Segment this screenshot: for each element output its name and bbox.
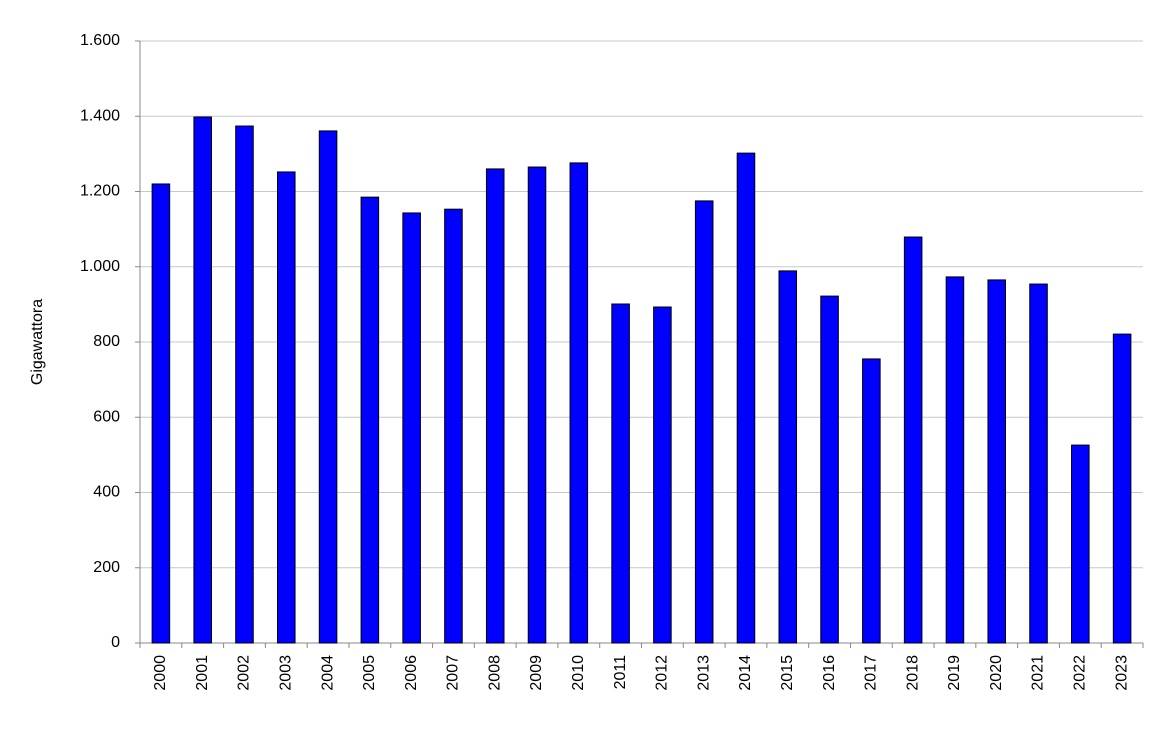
- bar: [1112, 333, 1132, 644]
- bar: [653, 306, 672, 644]
- bar: [945, 276, 965, 644]
- bar: [193, 116, 212, 644]
- x-tick-label: 2015: [779, 655, 796, 691]
- bar: [318, 130, 338, 644]
- x-tick-label: 2003: [277, 655, 294, 691]
- x-tick-label: 2014: [737, 655, 754, 691]
- y-axis-label: Gigawattora: [29, 299, 46, 385]
- x-tick-label: 2012: [654, 655, 671, 691]
- x-tick-label: 2009: [528, 655, 545, 691]
- bar: [276, 171, 296, 644]
- x-tick-label: 2016: [821, 655, 838, 691]
- bar: [360, 196, 380, 644]
- y-tick-label: 1.400: [80, 107, 120, 124]
- x-tick-label: 2001: [194, 655, 211, 691]
- x-tick-label: 2017: [863, 655, 880, 691]
- x-tick-label: 2006: [403, 655, 420, 691]
- y-tick-label: 0: [111, 634, 120, 651]
- x-tick-label: 2019: [946, 655, 963, 691]
- y-tick-label: 600: [93, 408, 120, 425]
- bar: [151, 183, 171, 644]
- bar: [694, 200, 714, 644]
- bar: [1029, 283, 1048, 644]
- x-tick-label: 2004: [319, 655, 336, 691]
- y-tick-label: 1.000: [80, 258, 120, 275]
- x-tick-label: 2000: [152, 655, 169, 691]
- x-tick-label: 2005: [361, 655, 378, 691]
- x-tick-label: 2011: [612, 655, 629, 690]
- y-tick-label: 400: [93, 484, 120, 501]
- bar: [820, 295, 839, 644]
- bar: [778, 270, 798, 644]
- y-tick-label: 200: [93, 559, 120, 576]
- x-tick-label: 2008: [486, 655, 503, 691]
- x-tick-label: 2010: [570, 655, 587, 691]
- bar: [611, 303, 630, 644]
- bar: [736, 152, 756, 644]
- bar: [527, 166, 547, 644]
- x-tick-label: 2021: [1030, 655, 1047, 691]
- y-tick-label: 800: [93, 333, 120, 350]
- x-tick-label: 2020: [988, 655, 1005, 691]
- bar: [862, 358, 881, 644]
- bar: [235, 125, 254, 644]
- bar: [485, 168, 505, 644]
- x-tick-label: 2022: [1072, 655, 1089, 691]
- x-tick-label: 2018: [904, 655, 921, 691]
- bar: [1071, 444, 1090, 644]
- bar: [987, 279, 1007, 644]
- x-tick-label: 2007: [445, 655, 462, 691]
- x-tick-label: 2013: [695, 655, 712, 691]
- y-tick-label: 1.600: [80, 32, 120, 49]
- x-tick-label: 2002: [236, 655, 253, 691]
- x-tick-label: 2023: [1113, 655, 1130, 691]
- y-tick-label: 1.200: [80, 183, 120, 200]
- bar: [569, 162, 589, 644]
- bar: [402, 212, 421, 644]
- bar: [903, 236, 923, 644]
- bar: [444, 208, 463, 644]
